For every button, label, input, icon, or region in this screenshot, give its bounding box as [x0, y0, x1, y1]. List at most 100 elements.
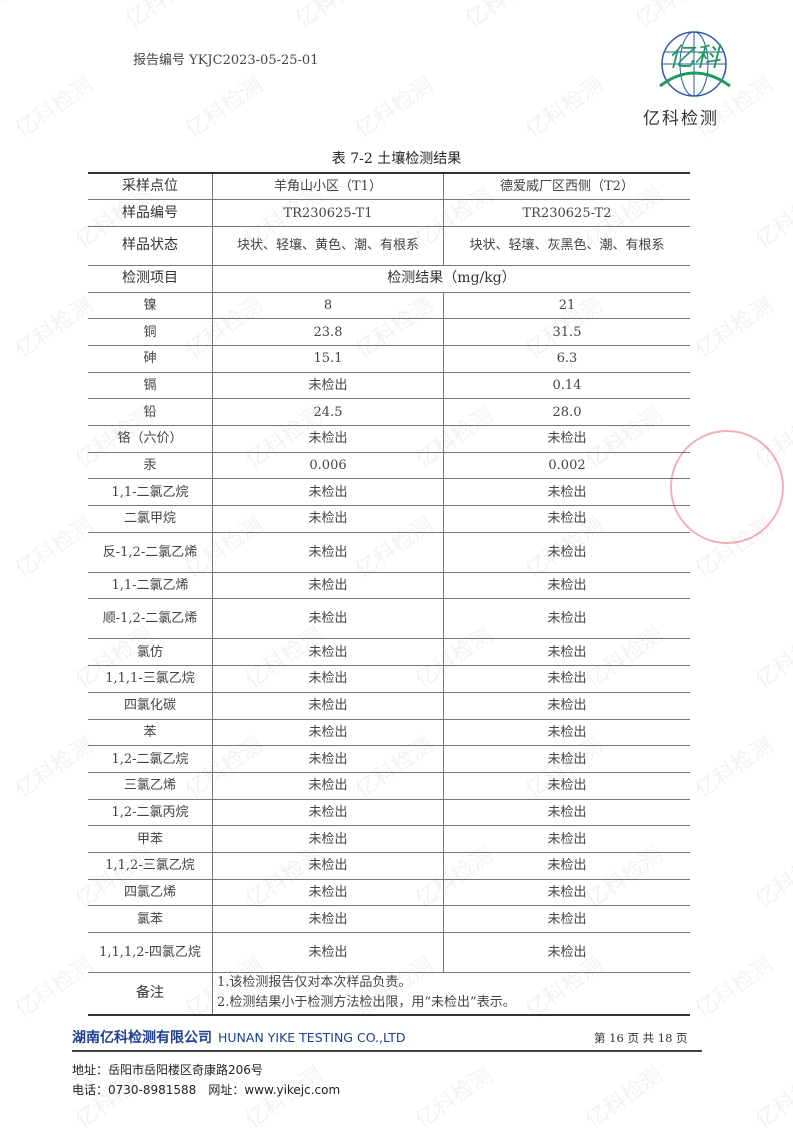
- watermark: 亿科检测: [581, 1062, 668, 1134]
- watermark: 亿科检测: [11, 512, 98, 584]
- result-t1: 未检出: [212, 531, 444, 573]
- result-t2: 未检出: [443, 771, 690, 800]
- site-row: 采样点位 羊角山小区（T1） 德爱威厂区西侧（T2）: [88, 172, 690, 201]
- result-t2: 28.0: [443, 398, 690, 426]
- page-number: 第 16 页 共 18 页: [594, 1031, 688, 1045]
- item-name: 三氯乙烯: [88, 771, 213, 800]
- table-row: 氯仿 未检出 未检出: [88, 638, 690, 667]
- result-t1: 未检出: [212, 505, 444, 533]
- site-t2: 德爱威厂区西侧（T2）: [443, 172, 690, 201]
- item-name: 苯: [88, 718, 213, 747]
- item-name: 铅: [88, 398, 213, 426]
- watermark: 亿科检测: [751, 842, 793, 914]
- item-name: 1,1,2-三氯乙烷: [88, 851, 213, 880]
- result-t2: 未检出: [443, 478, 690, 507]
- item-name: 四氯乙烯: [88, 878, 213, 907]
- result-t1: 未检出: [212, 798, 444, 827]
- watermark: 亿科检测: [181, 72, 268, 144]
- watermark: 亿科检测: [691, 732, 778, 804]
- table-row: 苯未检出 未检出: [88, 718, 690, 747]
- watermark: 亿科检测: [458, 0, 548, 34]
- sample-id-t2: TR230625-T2: [443, 199, 690, 227]
- watermark: 亿科检测: [751, 622, 793, 694]
- result-t1: 未检出: [212, 932, 444, 973]
- item-name: 1,1-二氯乙烷: [88, 478, 213, 507]
- site-t1: 羊角山小区（T1）: [212, 172, 444, 201]
- table-row: 反-1,2-二氯乙烯 未检出 未检出: [88, 531, 690, 573]
- item-name: 甲苯: [88, 825, 213, 853]
- item-name: 1,2-二氯丙烷: [88, 798, 213, 827]
- sample-state-t2: 块状、轻壤、灰黑色、潮、有根系: [443, 225, 690, 266]
- item-name: 二氯甲烷: [88, 505, 213, 533]
- notes-row: 备注 1.该检测报告仅对本次样品负责。 2.检测结果小于检测方法检出限，用“未检出”…: [88, 972, 690, 1015]
- table-row: 砷 15.1 6.3: [88, 344, 690, 373]
- result-t1: 未检出: [212, 878, 444, 907]
- logo-text: 亿科检测: [643, 109, 719, 129]
- result-t2: 未检出: [443, 638, 690, 667]
- result-t1: 未检出: [212, 571, 444, 600]
- table-title: 表 7-2 土壤检测结果: [331, 151, 462, 167]
- result-t1: 未检出: [212, 718, 444, 747]
- company-name-en: HUNAN YIKE TESTING CO.,LTD: [218, 1030, 406, 1045]
- footer-company: 湖南亿科检测有限公司 HUNAN YIKE TESTING CO.,LTD: [72, 1027, 405, 1047]
- sample-state-t1: 块状、轻壤、黄色、潮、有根系: [212, 225, 444, 266]
- item-name: 1,2-二氯乙烷: [88, 745, 213, 773]
- table-row: 四氯乙烯 未检出 未检出: [88, 878, 690, 907]
- sample-id-t1: TR230625-T1: [212, 199, 444, 227]
- header-row: 检测项目 检测结果（mg/kg）: [88, 264, 690, 293]
- watermark: 亿科检测: [11, 732, 98, 804]
- table-row: 甲苯 未检出 未检出: [88, 825, 690, 853]
- item-name: 砷: [88, 344, 213, 373]
- table-row: 1,1,1,2-四氯乙烷 未检出 未检出: [88, 932, 690, 973]
- item-name: 四氯化碳: [88, 691, 213, 720]
- footer-divider: [72, 1050, 702, 1052]
- watermark: 亿科检测: [0, 0, 38, 34]
- item-name: 镉: [88, 371, 213, 400]
- sample-id-row: 样品编号 TR230625-T1 TR230625-T2: [88, 199, 690, 227]
- sample-state-row: 样品状态 块状、轻壤、黄色、潮、有根系 块状、轻壤、灰黑色、潮、有根系: [88, 225, 690, 266]
- result-t1: 未检出: [212, 665, 444, 693]
- watermark: 亿科检测: [351, 72, 438, 144]
- result-t1: 15.1: [212, 344, 444, 373]
- table-row: 铜 23.8 31.5: [88, 318, 690, 346]
- table-row: 1,1,1-三氯乙烷 未检出 未检出: [88, 665, 690, 693]
- table-row: 二氯甲烷 未检出 未检出: [88, 505, 690, 533]
- logo-mark: 亿科: [668, 43, 722, 73]
- result-t2: 未检出: [443, 851, 690, 880]
- result-t2: 未检出: [443, 825, 690, 853]
- item-name: 顺-1,2-二氯乙烯: [88, 598, 213, 640]
- table-row: 铅 24.5 28.0: [88, 398, 690, 426]
- result-t2: 31.5: [443, 318, 690, 346]
- result-t2: 未检出: [443, 665, 690, 693]
- table-row: 1,1,2-三氯乙烷 未检出 未检出: [88, 851, 690, 880]
- watermark: 亿科检测: [288, 0, 378, 34]
- table-row: 三氯乙烯 未检出 未检出: [88, 771, 690, 800]
- report-number: 报告编号 YKJC2023-05-25-01: [133, 53, 319, 68]
- watermark: 亿科检测: [411, 1062, 498, 1134]
- item-name: 铬（六价）: [88, 425, 213, 453]
- table-row: 汞 0.006 0.002: [88, 451, 690, 480]
- sample-state-label: 样品状态: [88, 225, 213, 266]
- result-t1: 未检出: [212, 905, 444, 933]
- result-t1: 未检出: [212, 638, 444, 667]
- result-t1: 8: [212, 291, 444, 320]
- table-row: 氯苯 未检出 未检出: [88, 905, 690, 933]
- result-t2: 未检出: [443, 531, 690, 573]
- result-t2: 未检出: [443, 905, 690, 933]
- table-row: 镉未检出 0.14: [88, 371, 690, 400]
- result-t2: 0.14: [443, 371, 690, 400]
- table-row: 1,1-二氯乙烷 未检出 未检出: [88, 478, 690, 507]
- watermark: 亿科检测: [751, 182, 793, 254]
- contact: 电话：0730-8981588 网址：www.yikejc.com: [72, 1083, 341, 1097]
- red-seal-stamp: [670, 430, 784, 544]
- result-t1: 未检出: [212, 478, 444, 507]
- result-header: 检测结果（mg/kg）: [212, 264, 690, 293]
- result-t1: 未检出: [212, 745, 444, 773]
- watermark: 亿科检测: [521, 72, 608, 144]
- sample-id-label: 样品编号: [88, 199, 213, 227]
- result-t2: 未检出: [443, 798, 690, 827]
- table-row: 镍 8 21: [88, 291, 690, 320]
- result-t2: 未检出: [443, 878, 690, 907]
- result-t2: 未检出: [443, 691, 690, 720]
- table-row: 四氯化碳 未检出 未检出: [88, 691, 690, 720]
